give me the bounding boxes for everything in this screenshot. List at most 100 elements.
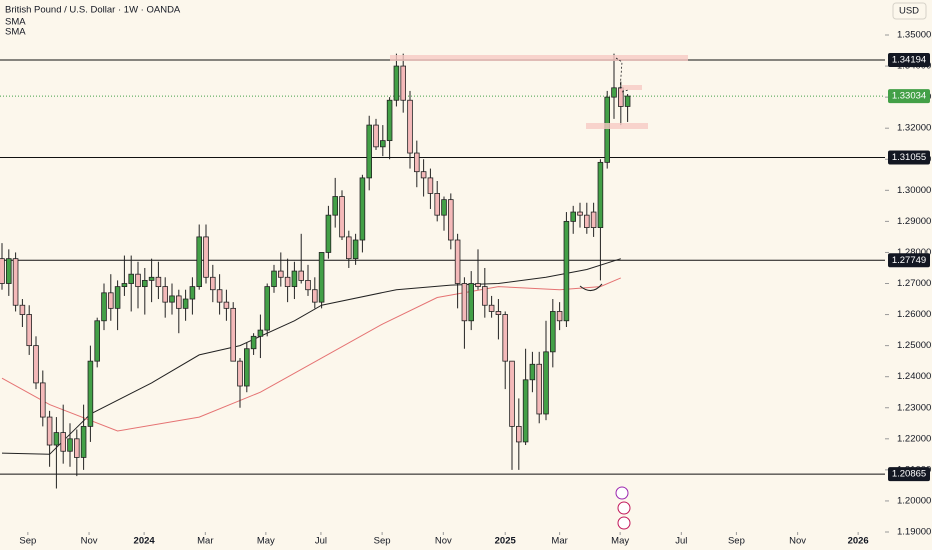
candle-body (94, 320, 100, 362)
candle-body (60, 432, 66, 452)
candle-body (488, 304, 495, 312)
zone (586, 123, 648, 129)
candle-body (210, 276, 216, 291)
event-icon[interactable] (615, 486, 629, 500)
x-tick-label: 2026 (848, 536, 869, 547)
x-tick-label: Jul (675, 536, 687, 547)
candle-body (257, 329, 264, 337)
candle-body (570, 211, 576, 222)
candle-body (346, 236, 352, 260)
candle-body (162, 286, 168, 303)
candle-body (33, 345, 39, 384)
candle-body (291, 270, 298, 288)
candle-body (128, 273, 134, 284)
x-tick-label: 2024 (134, 536, 156, 547)
candle-body (189, 286, 196, 300)
candle-body (624, 95, 631, 107)
candle-body (434, 193, 440, 216)
x-tick-label: May (611, 536, 629, 547)
candle-body (468, 283, 474, 322)
candle-body (502, 314, 508, 362)
level-label-box (888, 467, 930, 482)
candle-body (407, 99, 413, 154)
candle-body (12, 258, 19, 306)
candle-body (196, 236, 202, 288)
y-tick-label: 1.23000 (897, 402, 931, 413)
candle-body (400, 65, 406, 101)
y-tick-label: 1.26000 (897, 309, 931, 320)
last-price-label: 1.33034 (892, 91, 926, 102)
y-tick-label: 1.30000 (897, 185, 931, 196)
candle-body (74, 438, 80, 458)
candle-body (386, 99, 393, 142)
y-tick-label: 1.22000 (897, 433, 931, 444)
x-tick-label: Sep (19, 536, 36, 547)
annotation-path (615, 57, 629, 93)
candle-body (264, 286, 270, 331)
candle-body (67, 438, 73, 452)
x-tick-label: Mar (551, 536, 567, 547)
candle-body (80, 425, 87, 458)
candle-body (618, 87, 624, 107)
candle-body (536, 363, 542, 415)
candle-body (237, 360, 243, 387)
candle-body (53, 432, 60, 446)
candle-body (380, 140, 386, 148)
sma-line (1, 258, 621, 455)
candle-body (393, 65, 400, 101)
zone (390, 55, 688, 61)
candle-body (87, 360, 94, 427)
candle-body (339, 196, 345, 238)
candle-body (590, 211, 597, 228)
level-label: 1.27749 (892, 255, 926, 266)
candle-body (556, 311, 563, 322)
candle-body (563, 220, 570, 322)
candle-body (46, 416, 53, 446)
y-tick-label: 1.25000 (897, 340, 931, 351)
candle-body (244, 348, 250, 387)
x-tick-label: Jul (315, 536, 327, 547)
plot-area (0, 53, 885, 489)
candle-body (461, 283, 468, 322)
candle-body (352, 239, 359, 260)
x-tick-label: Sep (728, 536, 745, 547)
candle-body (373, 124, 379, 148)
x-tick-label: 2025 (495, 536, 517, 547)
y-tick-label: 1.19000 (897, 527, 931, 538)
candle-body (142, 279, 148, 288)
candle-body (359, 177, 366, 241)
candle-body (155, 276, 162, 288)
candle-body (516, 425, 522, 443)
chart-title: British Pound / U.S. Dollar · 1W · OANDA (5, 5, 181, 16)
currency-button[interactable] (892, 2, 927, 20)
candle-body (182, 298, 189, 309)
candle-body (148, 276, 155, 281)
candle-body (312, 289, 318, 303)
candle-body (604, 96, 610, 163)
candle-body (597, 161, 604, 228)
candle-body (278, 270, 284, 278)
candle-body (495, 311, 502, 315)
candle-body (203, 236, 209, 278)
level-label: 1.34194 (892, 55, 926, 66)
candle-body (611, 87, 617, 98)
candle-body (250, 335, 257, 350)
y-tick-label: 1.27000 (897, 278, 931, 289)
level-label-box (888, 53, 930, 68)
level-label-box (888, 253, 930, 268)
zone (622, 85, 642, 90)
event-icon[interactable] (617, 516, 631, 530)
candle-body (135, 273, 141, 288)
level-label-box (888, 150, 930, 165)
event-icon[interactable] (617, 501, 631, 515)
level-label: 1.31055 (892, 152, 926, 163)
currency[interactable]: USD (899, 6, 919, 17)
legend-entry: SMA (5, 17, 26, 28)
y-tick-label: 1.20000 (897, 495, 931, 506)
candle-body (332, 196, 338, 216)
candle-body (414, 152, 420, 173)
candle-body (441, 199, 447, 216)
candle-body (26, 314, 32, 347)
candle-body (216, 289, 223, 303)
